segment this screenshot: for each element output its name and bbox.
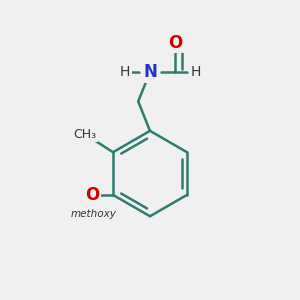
Text: methoxy: methoxy xyxy=(71,209,117,219)
Text: O: O xyxy=(85,186,100,204)
Text: O: O xyxy=(168,34,182,52)
Text: H: H xyxy=(190,65,201,79)
Text: H: H xyxy=(120,65,130,79)
Text: CH₃: CH₃ xyxy=(74,128,97,141)
Text: N: N xyxy=(143,63,157,81)
